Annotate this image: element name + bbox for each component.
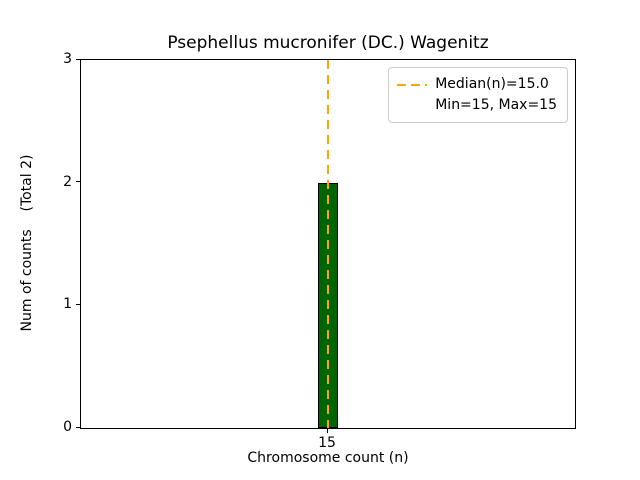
y-tick-label: 2 [63, 173, 72, 190]
chart-title: Psephellus mucronifer (DC.) Wagenitz [167, 33, 489, 53]
plot-area: Median(n)=15.0 Min=15, Max=15 [80, 59, 576, 429]
y-tick-mark [76, 426, 80, 428]
legend-label-median: Median(n)=15.0 [435, 76, 549, 92]
y-axis-label: Num of counts (Total 2) [19, 154, 35, 332]
legend-entry-minmax: Min=15, Max=15 [397, 95, 557, 116]
y-tick-label: 0 [63, 419, 72, 435]
median-dashed-line-icon [397, 83, 428, 86]
legend: Median(n)=15.0 Min=15, Max=15 [388, 67, 568, 123]
y-tick-mark [76, 303, 80, 305]
median-line [327, 60, 329, 428]
y-tick-mark [76, 58, 80, 60]
y-tick-label: 3 [63, 51, 72, 67]
legend-label-minmax: Min=15, Max=15 [435, 97, 557, 113]
y-tick-label: 1 [63, 296, 72, 313]
x-tick-mark [326, 429, 328, 433]
x-tick-label: 15 [318, 435, 336, 451]
legend-spacer [397, 105, 427, 107]
legend-entry-median: Median(n)=15.0 [397, 74, 557, 95]
x-axis-label: Chromosome count (n) [247, 450, 409, 466]
y-tick-mark [76, 181, 80, 183]
